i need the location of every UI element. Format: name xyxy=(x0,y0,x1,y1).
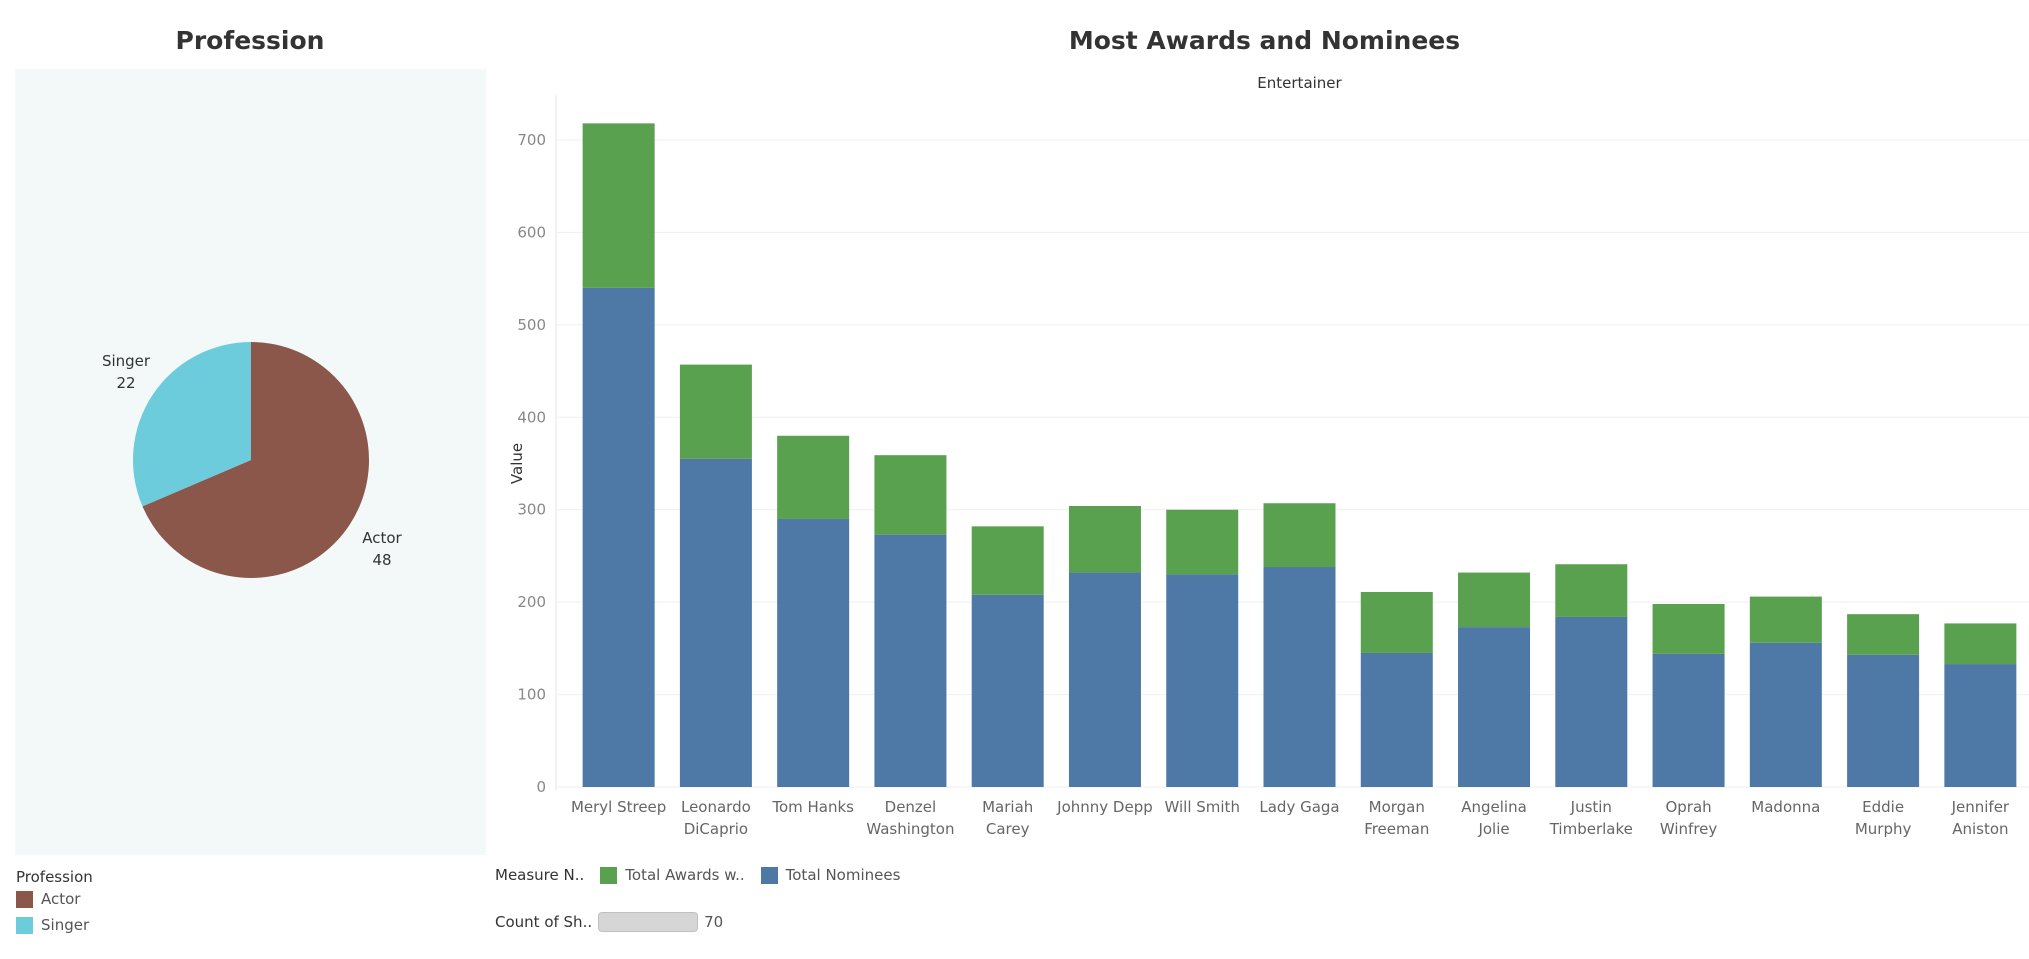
legend-label: Total Nominees xyxy=(785,866,901,884)
measure-legend-title: Measure N.. xyxy=(495,866,585,884)
count-value: 70 xyxy=(704,913,724,931)
bar-awards[interactable] xyxy=(1360,591,1433,653)
x-tick-label: DiCaprio xyxy=(684,820,748,838)
y-axis-label: Value xyxy=(508,443,526,484)
bar-awards[interactable] xyxy=(874,455,947,535)
y-tick-label: 0 xyxy=(536,778,546,796)
y-tick-label: 700 xyxy=(517,131,546,149)
y-tick-label: 100 xyxy=(517,686,546,704)
nominees-swatch xyxy=(760,866,778,884)
legend-item-singer[interactable]: Singer xyxy=(16,916,93,934)
bar-nominees[interactable] xyxy=(1652,653,1725,787)
bar-nominees[interactable] xyxy=(1360,652,1433,787)
bar-nominees[interactable] xyxy=(1555,616,1628,787)
bar-awards[interactable] xyxy=(1944,623,2017,665)
bar-awards[interactable] xyxy=(679,364,752,459)
bar-nominees[interactable] xyxy=(1749,642,1822,787)
pie-label: Singer xyxy=(102,352,151,370)
pie-slice-actor[interactable] xyxy=(142,342,369,578)
bar-awards[interactable] xyxy=(1749,596,1822,643)
x-tick-label: Leonardo xyxy=(681,798,751,816)
pie-value-label: 48 xyxy=(372,551,391,569)
bar-awards[interactable] xyxy=(777,435,850,519)
y-tick-label: 500 xyxy=(517,316,546,334)
x-tick-label: Angelina xyxy=(1461,798,1527,816)
legend-label: Singer xyxy=(41,916,90,934)
bar-awards[interactable] xyxy=(1166,509,1239,575)
bar-awards[interactable] xyxy=(1068,506,1141,573)
singer-swatch xyxy=(16,916,33,934)
bar-nominees[interactable] xyxy=(1458,627,1531,787)
bar-nominees[interactable] xyxy=(679,458,752,787)
x-tick-label: Meryl Streep xyxy=(571,798,666,816)
profession-legend-title: Profession xyxy=(16,868,93,886)
count-legend: Count of Sh.. 70 xyxy=(495,912,723,932)
bar-nominees[interactable] xyxy=(874,534,947,787)
bar-awards[interactable] xyxy=(1555,564,1628,617)
legend-item-actor[interactable]: Actor xyxy=(16,890,93,908)
pie-chart-panel: Actor 48 Singer 22 xyxy=(15,69,486,855)
bar-nominees[interactable] xyxy=(1068,572,1141,787)
bar-nominees[interactable] xyxy=(1944,664,2017,787)
bar-awards[interactable] xyxy=(1652,603,1725,654)
bar-nominees[interactable] xyxy=(582,287,655,787)
legend-item-total-awards[interactable]: Total Awards w.. xyxy=(600,866,745,884)
y-tick-label: 600 xyxy=(517,223,546,241)
x-tick-label: Freeman xyxy=(1364,820,1429,838)
legend-item-total-nominees[interactable]: Total Nominees xyxy=(760,866,901,884)
x-tick-label: Tom Hanks xyxy=(771,798,854,816)
y-tick-label: 300 xyxy=(517,501,546,519)
count-legend-title: Count of Sh.. xyxy=(495,913,593,931)
legend-label: Total Awards w.. xyxy=(625,866,745,884)
x-tick-label: Aniston xyxy=(1952,820,2008,838)
x-tick-label: Timberlake xyxy=(1549,820,1633,838)
legend-label: Actor xyxy=(41,890,81,908)
actor-swatch xyxy=(16,890,33,908)
x-tick-label: Denzel xyxy=(885,798,937,816)
x-tick-label: Madonna xyxy=(1751,798,1820,816)
bar-awards[interactable] xyxy=(1263,503,1336,568)
y-tick-label: 200 xyxy=(517,593,546,611)
x-tick-label: Murphy xyxy=(1855,820,1912,838)
x-tick-label: Lady Gaga xyxy=(1259,798,1339,816)
x-tick-label: Johnny Depp xyxy=(1056,798,1153,816)
x-tick-label: Justin xyxy=(1570,798,1612,816)
bar-awards[interactable] xyxy=(582,123,655,288)
awards-swatch xyxy=(600,866,618,884)
bar-nominees[interactable] xyxy=(777,518,850,787)
y-tick-label: 400 xyxy=(517,408,546,426)
x-tick-label: Washington xyxy=(866,820,954,838)
bar-chart-title: Most Awards and Nominees xyxy=(1068,26,1461,55)
x-tick-label: Mariah xyxy=(982,798,1033,816)
bar-awards[interactable] xyxy=(1847,614,1920,655)
x-tick-label: Will Smith xyxy=(1164,798,1239,816)
count-range-slider[interactable] xyxy=(598,912,699,932)
pie-slice-singer[interactable] xyxy=(133,342,251,507)
bar-nominees[interactable] xyxy=(1166,574,1239,787)
x-tick-label: Jolie xyxy=(1477,820,1509,838)
x-tick-label: Carey xyxy=(986,820,1030,838)
x-tick-label: Winfrey xyxy=(1660,820,1718,838)
profession-legend: Profession Actor Singer xyxy=(16,868,93,934)
x-tick-label: Jennifer xyxy=(1951,798,2010,816)
x-tick-label: Morgan xyxy=(1369,798,1425,816)
bar-chart: Entertainer 0 100 200 300 400 500 600 700 Value Me… xyxy=(508,74,2029,838)
bar-nominees[interactable] xyxy=(1263,567,1336,787)
bar-nominees[interactable] xyxy=(971,594,1044,787)
x-tick-label: Oprah xyxy=(1665,798,1711,816)
column-header: Entertainer xyxy=(1257,74,1342,92)
pie-label: Actor xyxy=(362,529,402,547)
measure-legend: Measure N.. Total Awards w.. Total Nomin… xyxy=(495,866,900,884)
pie-value-label: 22 xyxy=(116,374,135,392)
bar-awards[interactable] xyxy=(1458,572,1531,628)
pie-chart: Actor 48 Singer 22 xyxy=(102,342,403,578)
x-tick-label: Eddie xyxy=(1862,798,1904,816)
pie-chart-title: Profession xyxy=(175,26,325,55)
bar-nominees[interactable] xyxy=(1847,654,1920,787)
bar-awards[interactable] xyxy=(971,526,1044,595)
